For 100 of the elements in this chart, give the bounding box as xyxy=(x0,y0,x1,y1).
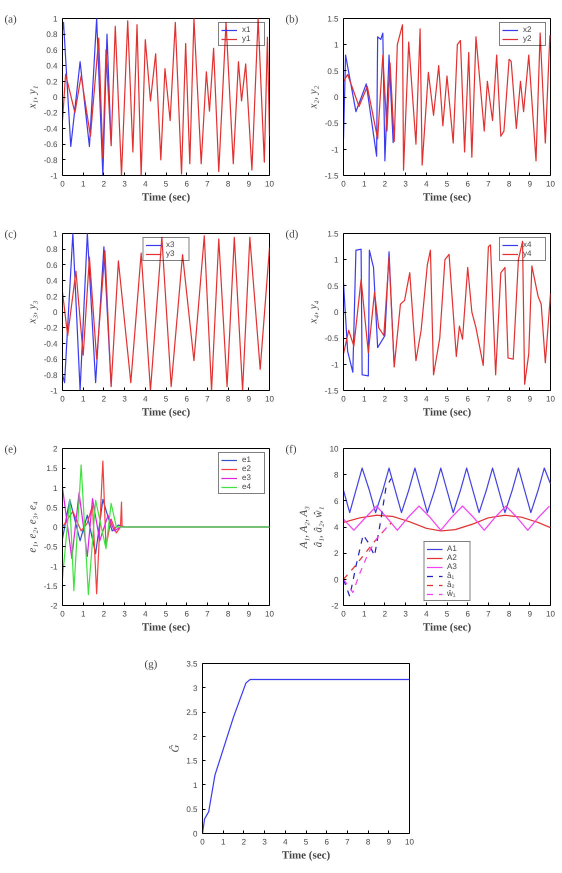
x-tick-label: 8 xyxy=(366,838,371,846)
x-tick-label: 8 xyxy=(226,610,231,618)
y-tick-label: 1.5 xyxy=(327,230,340,238)
x-tick-label: 4 xyxy=(424,394,430,404)
x-tick-label: 5 xyxy=(164,610,169,618)
line-series xyxy=(344,24,550,171)
x-tick-label: 7 xyxy=(486,610,492,618)
x-tick-label: 10 xyxy=(546,180,556,188)
x-tick-label: 7 xyxy=(205,180,210,188)
y-tick-label: -1.5 xyxy=(324,172,340,180)
y-tick-label: -1 xyxy=(331,360,340,370)
x-axis-title: Time (sec) xyxy=(422,192,472,204)
x-tick-label: 9 xyxy=(246,180,252,188)
text: (d) xyxy=(286,228,299,240)
x-tick-label: 3 xyxy=(122,394,128,404)
y-tick-label: 6 xyxy=(334,496,340,506)
line-series xyxy=(344,32,394,162)
y-tick-label: 1.5 xyxy=(46,464,58,474)
line-series xyxy=(62,235,270,390)
y-tick-label: -0.4 xyxy=(44,124,58,134)
y-axis-title: Ĝ xyxy=(168,744,182,752)
x-tick-label: 3 xyxy=(403,180,408,188)
y-tick-label: 0.5 xyxy=(327,282,340,291)
x-tick-label: 7 xyxy=(486,180,492,188)
y-tick-label: 1 xyxy=(334,256,340,265)
y-axis-title: x₁, y₁ xyxy=(26,85,39,110)
x-tick-label: 4 xyxy=(424,180,430,188)
x-tick-label: 4 xyxy=(143,610,148,618)
x-tick-label: 0 xyxy=(60,610,66,618)
x-tick-label: 9 xyxy=(528,610,533,618)
text: (f) xyxy=(286,444,297,456)
x-tick-label: 0 xyxy=(341,180,346,188)
x-axis-title: Time (sec) xyxy=(142,406,191,418)
x-tick-label: 1 xyxy=(220,838,226,846)
line-series xyxy=(62,18,270,176)
y-axis-title: x₄, y₄ xyxy=(308,300,320,324)
legend-label: ŵ₁ xyxy=(447,589,456,598)
y-tick-label: -0.2 xyxy=(44,324,58,333)
y-tick-label: 0.4 xyxy=(46,62,58,71)
x-tick-label: 2 xyxy=(242,838,247,846)
x-tick-label: 0 xyxy=(60,180,66,188)
x-tick-label: 9 xyxy=(246,394,252,404)
y-tick-label: -0.5 xyxy=(44,542,58,552)
y-tick-label: 0 xyxy=(53,523,58,532)
x-tick-label: 4 xyxy=(143,180,148,188)
y-tick-label: -1 xyxy=(50,562,58,572)
y-tick-label: -0.4 xyxy=(44,339,58,348)
legend-label: A2 xyxy=(447,553,458,562)
legend-label: x1 xyxy=(242,25,252,34)
x-tick-label: 1 xyxy=(362,394,367,404)
y-tick-label: 1 xyxy=(53,484,58,493)
y-axis-title: x₃, y₃ xyxy=(26,300,39,324)
line-series xyxy=(344,478,392,597)
x-tick-label: 1 xyxy=(80,610,86,618)
y-tick-label: -0.5 xyxy=(324,334,340,344)
y-tick-label: -0.6 xyxy=(44,140,58,150)
legend-label: â₂ xyxy=(447,580,456,589)
x-tick-label: 2 xyxy=(102,180,107,188)
y-tick-label: 3 xyxy=(193,684,198,693)
x-tick-label: 5 xyxy=(444,180,450,188)
x-tick-label: 3 xyxy=(262,838,268,846)
legend-label: A1 xyxy=(447,544,458,553)
y-axis-title: e₁, e₂, e₃, e₄ xyxy=(26,501,39,553)
legend-label: e2 xyxy=(242,464,252,473)
y-tick-label: 0.6 xyxy=(46,260,58,270)
x-tick-label: 8 xyxy=(506,180,512,188)
y-tick-label: 1.5 xyxy=(186,756,198,766)
x-tick-label: 2 xyxy=(382,394,388,404)
x-axis-title: Time (sec) xyxy=(282,850,331,862)
y-tick-label: 0 xyxy=(193,830,198,838)
y-tick-label: 1 xyxy=(334,40,340,50)
y-tick-label: 0.8 xyxy=(46,245,58,254)
text: (g) xyxy=(144,658,158,670)
text: (e) xyxy=(4,444,18,456)
y-tick-label: 0.2 xyxy=(46,77,58,86)
y-tick-label: 10 xyxy=(330,444,340,454)
x-tick-label: 7 xyxy=(205,394,210,404)
x-tick-label: 7 xyxy=(205,610,210,618)
x-tick-label: 1 xyxy=(362,180,367,188)
x-tick-label: 5 xyxy=(444,394,450,404)
x-tick-label: 4 xyxy=(283,838,288,846)
y-tick-label: 1 xyxy=(193,780,198,790)
y-axis-title: A₁, A₂, A₃ â₁, â₂, ŵ₁ xyxy=(298,506,325,550)
x-axis-title: Time (sec) xyxy=(422,622,472,634)
x-tick-label: 2 xyxy=(102,394,107,404)
text: (a) xyxy=(4,14,18,26)
legend-label: e4 xyxy=(242,482,252,491)
x-tick-label: 10 xyxy=(546,394,556,404)
x-tick-label: 0 xyxy=(341,394,346,404)
x-tick-label: 0 xyxy=(341,610,346,618)
line-series xyxy=(344,514,550,532)
x-tick-label: 3 xyxy=(122,610,128,618)
y-tick-label: -0.2 xyxy=(44,108,58,118)
x-tick-label: 10 xyxy=(265,180,274,188)
legend-label: y2 xyxy=(523,34,532,43)
x-axis-title: Time (sec) xyxy=(142,192,191,204)
y-tick-label: 0.5 xyxy=(46,503,58,512)
x-tick-label: 5 xyxy=(444,610,450,618)
y-tick-label: 1 xyxy=(53,14,58,24)
text: (c) xyxy=(4,228,18,240)
